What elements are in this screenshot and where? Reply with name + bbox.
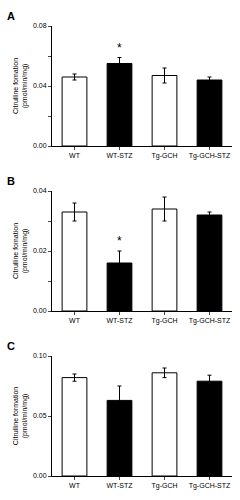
svg-text:B: B (7, 175, 15, 187)
svg-text:Tg-GCH: Tg-GCH (151, 482, 177, 490)
svg-text:0.00: 0.00 (33, 472, 47, 479)
svg-text:0.05: 0.05 (33, 412, 47, 419)
svg-text:0.00: 0.00 (33, 142, 47, 149)
svg-text:0.04: 0.04 (33, 187, 47, 194)
svg-text:WT: WT (69, 482, 81, 489)
svg-text:Citrulline formation(pmol/min/: Citrulline formation(pmol/min/mg) (12, 387, 29, 445)
svg-text:Tg-GCH-STZ: Tg-GCH-STZ (189, 482, 231, 490)
svg-text:0.00: 0.00 (33, 307, 47, 314)
svg-text:WT-STZ: WT-STZ (106, 152, 133, 159)
svg-text:*: * (117, 41, 122, 55)
svg-text:Tg-GCH-STZ: Tg-GCH-STZ (189, 152, 231, 160)
svg-text:WT: WT (69, 152, 81, 159)
svg-text:0.02: 0.02 (33, 247, 47, 254)
svg-text:A: A (7, 10, 15, 22)
svg-text:0.08: 0.08 (33, 22, 47, 29)
svg-text:0.10: 0.10 (33, 352, 47, 359)
svg-text:Tg-GCH: Tg-GCH (151, 317, 177, 325)
svg-text:C: C (7, 340, 15, 352)
svg-text:Citrulline fomation(pmol/min/m: Citrulline fomation(pmol/min/mg) (12, 223, 29, 279)
svg-text:WT-STZ: WT-STZ (106, 482, 133, 489)
svg-text:WT: WT (69, 317, 81, 324)
svg-text:0.04: 0.04 (33, 82, 47, 89)
svg-text:Tg-GCH: Tg-GCH (151, 152, 177, 160)
svg-text:*: * (117, 234, 122, 248)
svg-text:Citrulline fomation(pmol/min/m: Citrulline fomation(pmol/min/mg) (12, 58, 29, 114)
svg-text:WT-STZ: WT-STZ (106, 317, 133, 324)
svg-text:Tg-GCH-STZ: Tg-GCH-STZ (189, 317, 231, 325)
